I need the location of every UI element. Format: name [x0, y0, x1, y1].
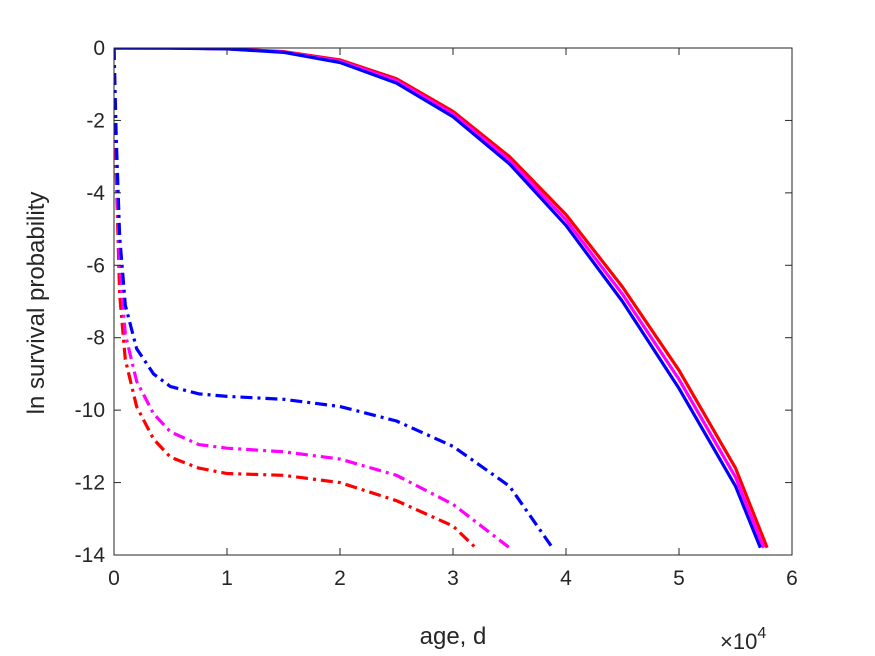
y-tick-label: -14 [75, 544, 106, 567]
x-tick-label: 3 [447, 567, 459, 590]
y-tick-label: -8 [86, 327, 105, 350]
x-tick-label: 5 [673, 567, 685, 590]
y-tick-label: -6 [86, 254, 105, 277]
plot-background [114, 48, 792, 555]
y-tick-label: -4 [86, 182, 105, 205]
y-tick-label: -12 [75, 472, 105, 495]
y-axis-label: ln survival probability [23, 192, 50, 415]
y-tick-label: 0 [93, 37, 105, 60]
series-line-4 [114, 48, 477, 549]
x-tick-label: 6 [786, 567, 798, 590]
plot-area [114, 48, 792, 555]
y-tick-label: -2 [86, 109, 105, 132]
x-tick-label: 0 [108, 567, 120, 590]
x-axis-multiplier: ×104 [720, 625, 766, 654]
x-tick-label: 4 [560, 567, 572, 590]
x-tick-label: 1 [221, 567, 233, 590]
series-line-5 [114, 48, 511, 550]
x-axis-label: age, d [420, 623, 487, 650]
x-multiplier-exponent: 4 [757, 625, 766, 642]
x-multiplier-base: ×10 [720, 629, 757, 654]
series-line-6 [114, 48, 554, 549]
y-tick-label: -10 [75, 399, 105, 422]
ticks-layer: 0 1 2 3 4 5 6 0 -2 -4 -6 -8 -10 -12 -14 [75, 37, 798, 590]
x-tick-label: 2 [334, 567, 346, 590]
